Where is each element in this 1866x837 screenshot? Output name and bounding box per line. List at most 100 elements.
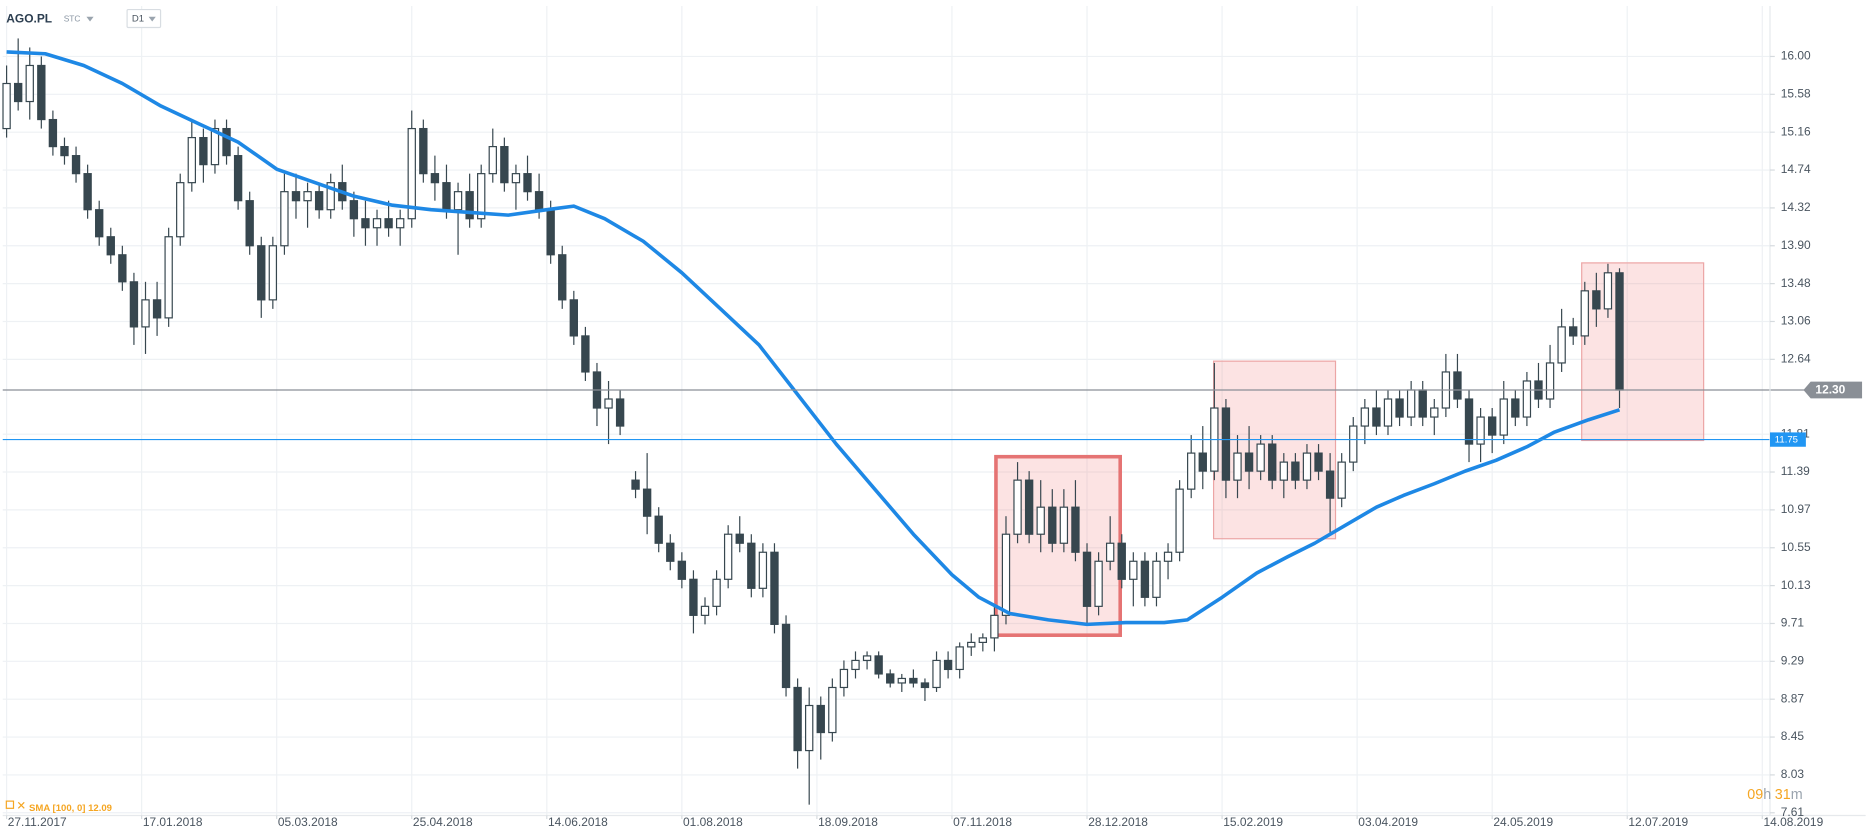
- candle-body: [477, 173, 486, 220]
- candle-body: [83, 173, 92, 211]
- y-tick-label: 14.74: [1781, 162, 1811, 176]
- y-tick-label: 13.06: [1781, 314, 1811, 328]
- y-tick-label: 14.32: [1781, 200, 1811, 214]
- dropdown-arrow[interactable]: [148, 16, 156, 22]
- candle-body: [723, 533, 733, 580]
- candle-body: [1360, 407, 1370, 427]
- indicator-remove[interactable]: [17, 801, 25, 809]
- candle-body: [199, 136, 208, 166]
- candle-body: [1256, 443, 1265, 472]
- y-tick-label: 13.48: [1781, 276, 1811, 290]
- candle-body: [1152, 560, 1161, 598]
- candle-body: [314, 191, 324, 211]
- candle-body: [118, 254, 127, 283]
- candle-body: [1163, 551, 1173, 562]
- candle-body: [500, 146, 509, 184]
- candle-body: [419, 127, 428, 175]
- y-tick-label: 9.29: [1781, 653, 1805, 667]
- candle-body: [990, 614, 999, 639]
- candle-body: [1117, 542, 1126, 580]
- interval[interactable]: D1: [132, 14, 144, 25]
- axes: 16.00 15.58 15.16 14.74 14.32 13.90 13.48 13.06…: [2, 5, 1866, 829]
- candle-body: [558, 254, 567, 301]
- candle-body: [1603, 272, 1613, 310]
- candle-body: [604, 398, 613, 409]
- candle-body: [666, 542, 675, 562]
- candle-body: [372, 218, 382, 229]
- candle-body: [1430, 407, 1439, 418]
- y-tick-label: 9.71: [1781, 616, 1805, 630]
- candle-body: [1048, 506, 1057, 544]
- candle-body: [349, 200, 359, 220]
- candle-body: [909, 677, 918, 684]
- candle-body: [1291, 461, 1300, 481]
- candle-body: [95, 209, 104, 238]
- candle-body: [268, 245, 278, 301]
- candle-body: [245, 200, 254, 247]
- candle-body: [747, 542, 756, 589]
- candle-body: [920, 682, 930, 689]
- y-tick-label: 15.58: [1781, 86, 1811, 100]
- candle-body: [1487, 416, 1497, 436]
- candle-body: [1071, 506, 1080, 553]
- candle-body: [1001, 533, 1011, 616]
- candle-body: [152, 299, 162, 319]
- candle-body: [2, 82, 11, 130]
- market[interactable]: STC: [64, 13, 81, 23]
- candle-body: [851, 659, 860, 671]
- highlight-zone: [1581, 262, 1705, 442]
- candle-body: [712, 578, 721, 607]
- candle-body: [955, 646, 964, 671]
- candle-body: [1221, 407, 1231, 481]
- interval-select[interactable]: [126, 8, 162, 29]
- level-label: 12.30: [1815, 383, 1845, 397]
- candle-body: [534, 191, 544, 211]
- candle-body: [257, 245, 266, 301]
- dropdown-arrow[interactable]: [86, 16, 94, 22]
- candle-body: [654, 515, 663, 544]
- level-label-box: [1770, 432, 1806, 447]
- candle-body: [581, 335, 590, 373]
- candle-body: [453, 191, 463, 211]
- symbol: AGO.PL: [6, 11, 52, 25]
- y-tick-label: 10.55: [1781, 540, 1811, 554]
- level-label: 11.75: [1775, 435, 1798, 446]
- candle-body: [187, 136, 196, 184]
- candle-body: [1094, 560, 1103, 607]
- candle-body: [442, 182, 451, 211]
- x-tick-label: 03.04.2019: [1358, 815, 1418, 829]
- candle-body: [488, 146, 497, 175]
- candle-body: [677, 560, 687, 580]
- candle-body: [1036, 506, 1045, 535]
- candle-body: [1233, 452, 1242, 481]
- y-tick-label: 11.39: [1781, 464, 1810, 478]
- candle-body: [1511, 398, 1520, 418]
- candle-body: [642, 488, 652, 517]
- candle-body: [1383, 398, 1393, 427]
- candle-body: [897, 677, 906, 684]
- candle-body: [1476, 416, 1485, 445]
- candle-body: [106, 236, 115, 256]
- candle-body: [1140, 560, 1150, 598]
- candle-body: [1268, 443, 1277, 481]
- candle-body: [511, 173, 521, 184]
- timer-hours: 09: [1747, 787, 1763, 803]
- x-tick-label: 07.11.2018: [953, 815, 1012, 829]
- candle-body: [303, 191, 312, 202]
- candle-body: [1545, 362, 1555, 400]
- candle-body: [1592, 290, 1601, 310]
- candle-body: [967, 641, 976, 648]
- lines: [2, 50, 1806, 627]
- candle-body: [523, 173, 532, 193]
- candle-body: [1175, 488, 1184, 553]
- candle-body: [770, 551, 779, 625]
- candle-body: [210, 127, 220, 166]
- candle-body: [222, 127, 231, 157]
- indicator-icon[interactable]: [5, 800, 15, 809]
- candle-body: [164, 236, 173, 319]
- y-tick-label: 16.00: [1781, 49, 1811, 63]
- candle-body: [1372, 407, 1381, 427]
- candle-body: [735, 533, 744, 544]
